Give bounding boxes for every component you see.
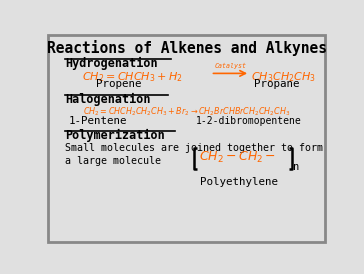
Text: 1-Pentene: 1-Pentene [68, 116, 127, 125]
Text: Polyethylene: Polyethylene [200, 177, 278, 187]
Text: Reactions of Alkenes and Alkynes: Reactions of Alkenes and Alkynes [47, 40, 327, 56]
Text: $\mathit{CH_2=CHCH_2CH_2CH_3+Br_2\rightarrow CH_2BrCHBrCH_2CH_2CH_3}$: $\mathit{CH_2=CHCH_2CH_2CH_3+Br_2\righta… [83, 106, 290, 118]
Text: Halogenation: Halogenation [65, 93, 151, 106]
Text: n: n [293, 162, 300, 172]
Text: Polymerization: Polymerization [65, 129, 165, 142]
Text: $\mathit{CH_2=CHCH_3+H_2}$: $\mathit{CH_2=CHCH_3+H_2}$ [82, 70, 183, 84]
Text: Catalyst: Catalyst [214, 63, 246, 69]
Text: Propene: Propene [96, 79, 142, 89]
Text: a large molecule: a large molecule [65, 156, 161, 166]
Text: $\mathit{CH_3CH_2CH_3}$: $\mathit{CH_3CH_2CH_3}$ [252, 70, 317, 84]
Text: $\mathit{CH_2-CH_2-}$: $\mathit{CH_2-CH_2-}$ [199, 150, 276, 165]
Text: Propane: Propane [254, 79, 300, 89]
Text: 1-2-dibromopentene: 1-2-dibromopentene [196, 116, 301, 125]
Text: Small molecules are joined together to form: Small molecules are joined together to f… [65, 143, 323, 153]
Text: Hydrogenation: Hydrogenation [65, 57, 158, 70]
FancyBboxPatch shape [48, 35, 325, 242]
